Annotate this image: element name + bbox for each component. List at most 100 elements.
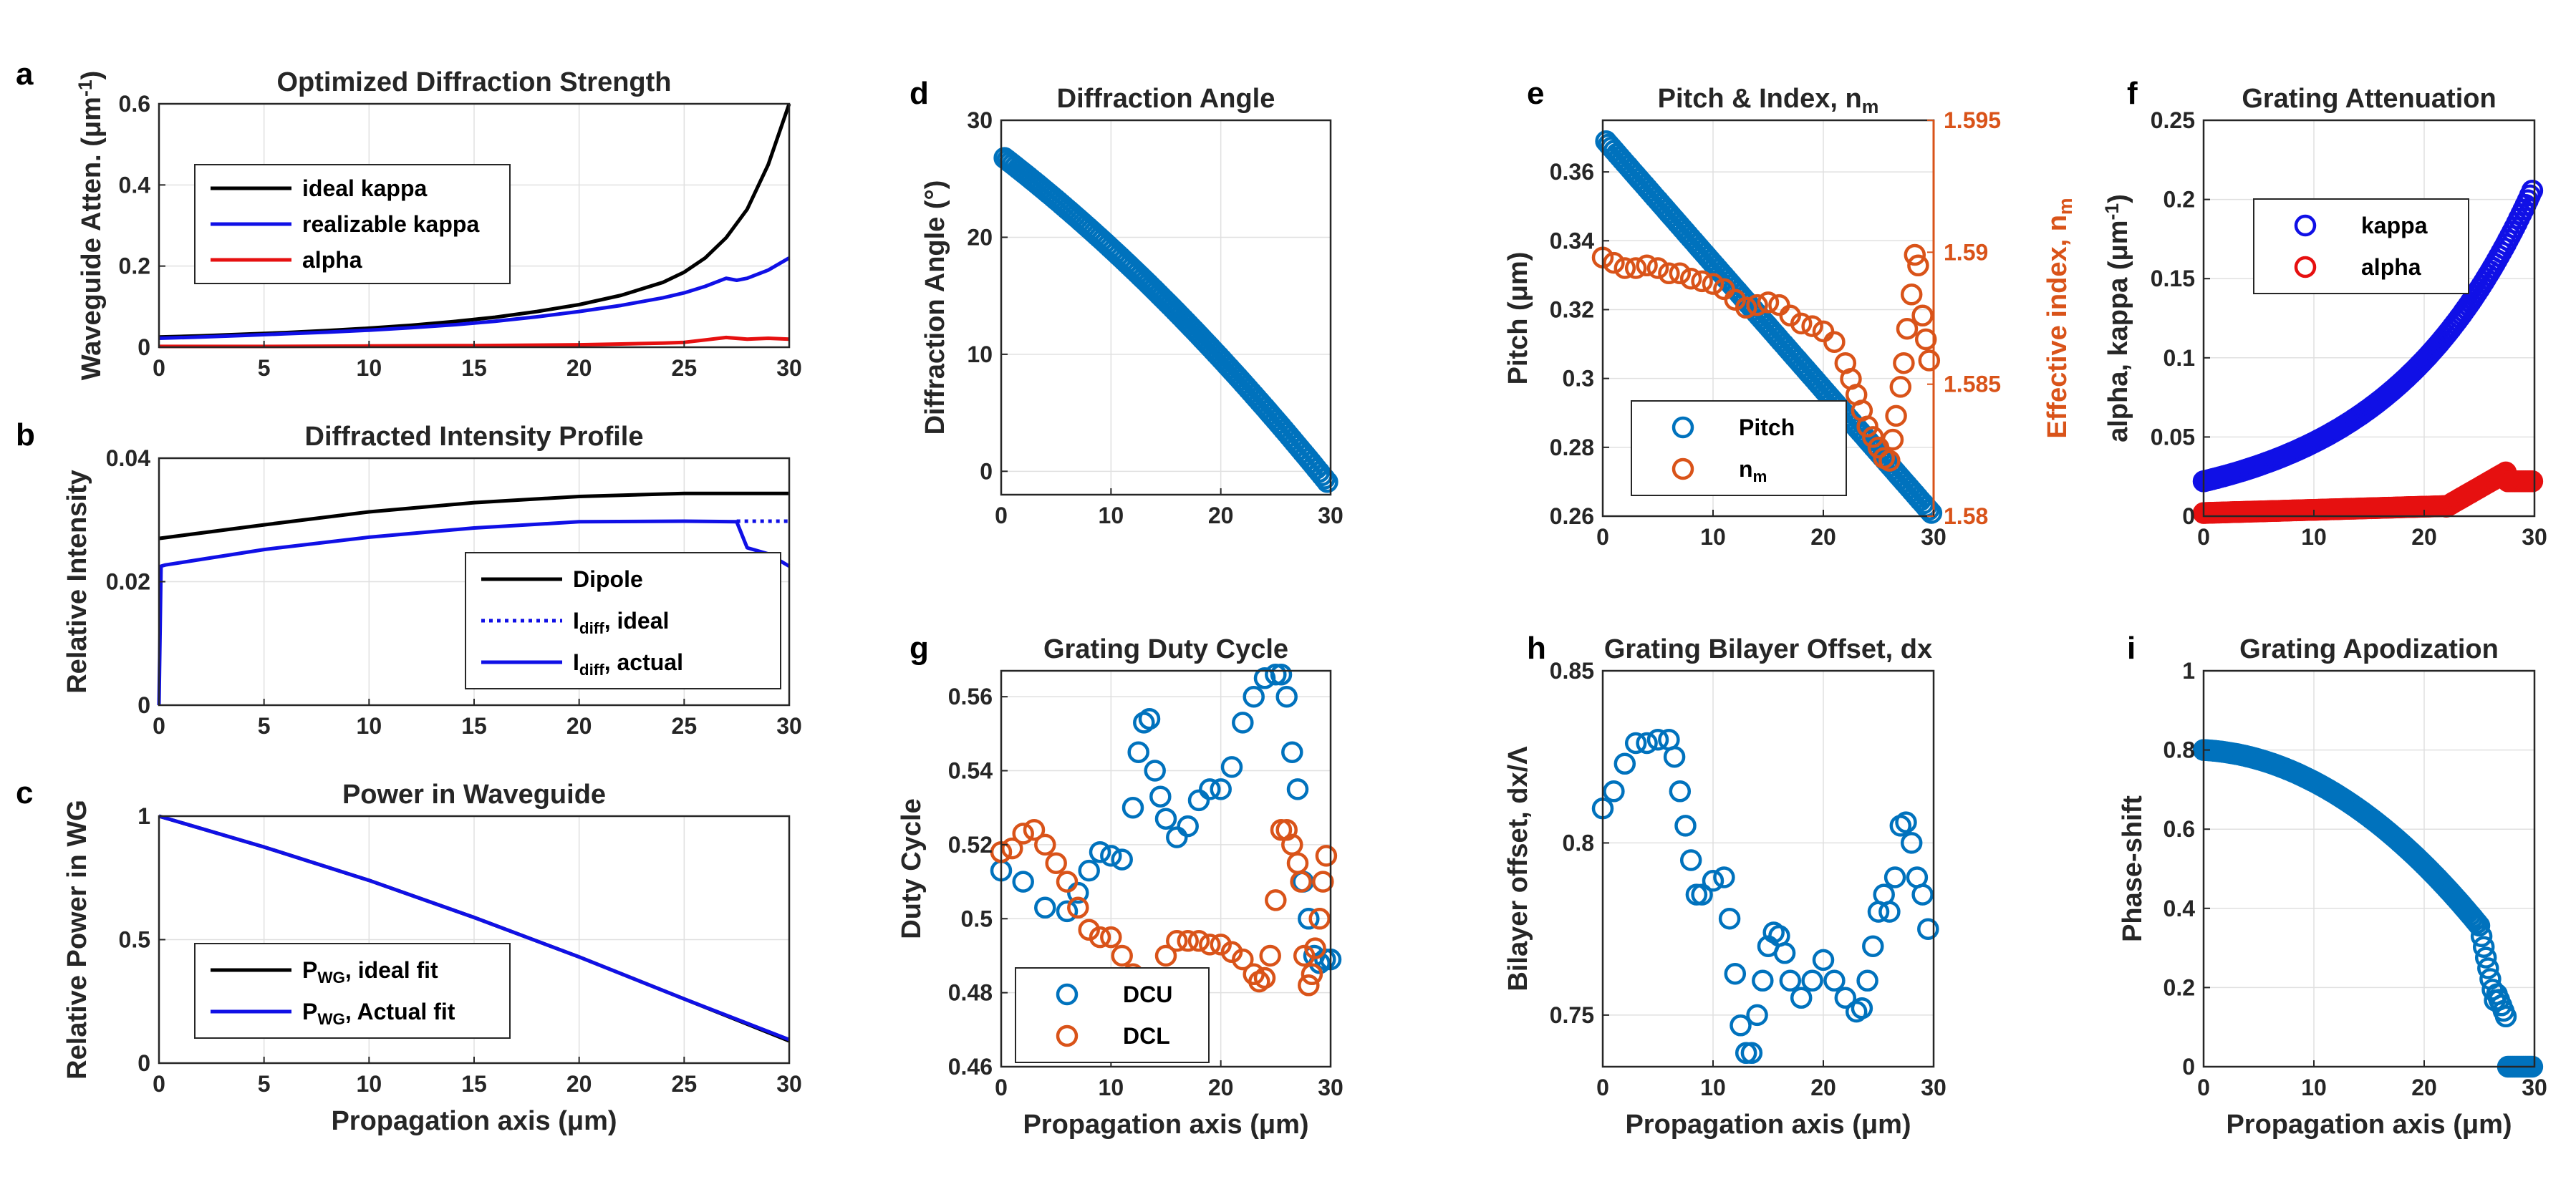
y-axis-label: Pitch (μm): [1503, 252, 1533, 385]
data-point: [2472, 936, 2495, 958]
data-point: [1127, 741, 1149, 763]
y-axis-label: Relative Power in WG: [62, 800, 92, 1080]
x-tick-label: 30: [776, 713, 802, 739]
data-point: [1199, 934, 1221, 956]
data-point: [1259, 944, 1281, 967]
text-run: kappa: [2361, 213, 2428, 238]
x-tick-label: 0: [995, 503, 1008, 528]
x-tick-label: 20: [2411, 524, 2437, 550]
x-tick-label: 0: [995, 1075, 1008, 1100]
x-axis-label: Propagation axis (μm): [331, 1106, 617, 1136]
y-tick-label: 0.2: [2163, 187, 2195, 213]
data-point: [1056, 871, 1079, 893]
x-tick-label: 25: [672, 713, 698, 739]
y-tick-label: 0.1: [2163, 345, 2195, 371]
series-alpha: [2192, 461, 2544, 524]
data-point: [1312, 871, 1334, 893]
data-point: [1746, 294, 1768, 316]
data-point: [1893, 352, 1915, 374]
series-group: [993, 147, 1338, 493]
data-point: [1613, 752, 1636, 775]
x-tick-label: 5: [258, 713, 271, 739]
series-dcl: [990, 818, 1338, 1056]
y-axis-label: alpha, kappa (μm-1): [2101, 194, 2133, 442]
y-tick-label: 0.75: [1550, 1002, 1594, 1028]
data-point: [1232, 712, 1254, 734]
text-run: n: [1739, 456, 1753, 482]
x-tick-label: 20: [2411, 1075, 2437, 1100]
y-tick-label: 0.3: [1563, 366, 1594, 392]
x-axis-label: Propagation axis (μm): [1625, 1110, 1911, 1140]
panel-letter: a: [16, 57, 34, 92]
data-point: [1801, 969, 1823, 992]
data-point: [1658, 262, 1680, 285]
panel-d: 0 10 20 30 0 10 20 30 Diffraction Angle d Diffract…: [910, 76, 1344, 528]
x-tick-label: 0: [1596, 1075, 1609, 1100]
text-run: DCU: [1123, 982, 1172, 1007]
grid: [1602, 670, 1934, 1067]
panel-f: 0 10 20 30 0 0.05 0.1 0.15 0.2 0.25 Grating Attenu…: [2101, 76, 2547, 550]
data-point: [1669, 780, 1692, 803]
y2-axis-label: Effective index, nm: [2042, 198, 2076, 438]
data-point: [1313, 467, 1336, 490]
x-tick-label: 20: [566, 1071, 592, 1097]
data-point: [1023, 818, 1046, 841]
data-point: [1210, 934, 1232, 956]
legend-box: [1631, 400, 1847, 496]
text-run: Dipole: [573, 566, 643, 592]
series-n-m: [1591, 243, 1941, 472]
x-tick-label: 10: [357, 1071, 382, 1097]
chart-title: Optimized Diffraction Strength: [277, 67, 672, 97]
data-point: [1012, 871, 1034, 893]
x-tick-label: 30: [1921, 524, 1947, 550]
axes-frame: [2202, 119, 2536, 518]
data-point: [1290, 871, 1312, 893]
series-i-diff-actual-line: [157, 519, 791, 706]
axes-frame: [1000, 669, 1332, 1068]
data-point: [1308, 908, 1331, 930]
subscript: diff: [579, 619, 604, 637]
subscript: WG: [317, 969, 345, 987]
data-point: [1298, 974, 1320, 997]
data-point: [2477, 957, 2499, 979]
y-axis-label: Diffraction Angle (°): [920, 180, 950, 435]
data-point: [1646, 257, 1669, 279]
series-dx: [1591, 728, 1939, 1065]
x-tick-label: 10: [357, 713, 382, 739]
data-point: [1679, 267, 1702, 290]
data-point: [1293, 944, 1316, 967]
data-point: [1121, 796, 1144, 819]
data-point: [2521, 179, 2544, 202]
data-point: [1911, 304, 1934, 327]
x-tick-label: 15: [461, 355, 487, 381]
data-point: [1679, 849, 1702, 871]
subscript: diff: [579, 661, 604, 679]
x-tick-label: 0: [153, 1071, 165, 1097]
data-point: [1713, 866, 1735, 888]
grid: [2203, 670, 2535, 1067]
data-point: [1730, 1014, 1752, 1037]
data-point: [1199, 778, 1221, 800]
data-point: [1636, 254, 1658, 277]
y-tick-label: 0.56: [948, 684, 993, 709]
y-axis-label: Bilayer offset, dx/Λ: [1503, 746, 1533, 992]
data-point: [1613, 257, 1636, 279]
data-point: [1885, 404, 1907, 427]
text-run: Optimized Diffraction Strength: [277, 67, 672, 97]
panel-letter: i: [2127, 631, 2136, 666]
data-point: [1315, 845, 1338, 867]
subscript: WG: [317, 1010, 345, 1028]
data-point: [1646, 728, 1669, 751]
data-point: [1111, 848, 1133, 871]
series-angle: [993, 147, 1338, 493]
data-point: [1702, 273, 1724, 295]
y-tick-label: 10: [967, 341, 993, 367]
x-tick-label: 10: [2301, 1075, 2327, 1100]
data-point: [1078, 919, 1100, 941]
y-tick-label: 0.48: [948, 980, 993, 1006]
data-point: [1757, 291, 1780, 314]
text-run: Grating Attenuation: [2242, 84, 2496, 114]
x-tick-label: 15: [461, 713, 487, 739]
panel-c: 0 5 10 15 20 25 30 0 0.5 1 Power in Waveguide c Prop…: [16, 775, 802, 1136]
